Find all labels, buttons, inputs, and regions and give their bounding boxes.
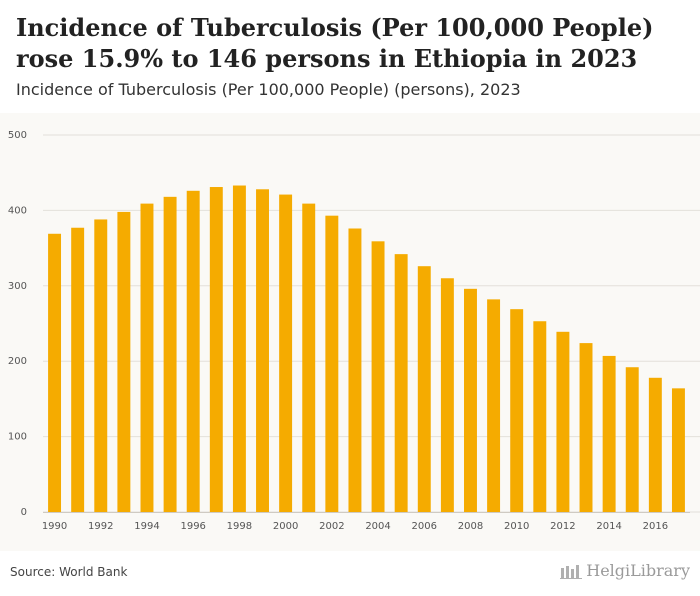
bar-2016[interactable] — [648, 377, 662, 512]
bar-2014[interactable] — [602, 355, 616, 512]
bar-2007[interactable] — [440, 278, 454, 512]
bar-2008[interactable] — [464, 288, 477, 512]
x-tick-label: 2006 — [412, 521, 437, 532]
bar-2001[interactable] — [302, 203, 316, 512]
x-tick-label: 2004 — [365, 521, 390, 532]
y-tick-label: 300 — [8, 281, 27, 292]
chart-area: 0 100 200 300 400 500 1990 1992 1994 1996 1998 2000… — [0, 113, 700, 551]
footer: Source: World Bank HelgiLibrary — [0, 551, 700, 596]
bar-2017[interactable] — [671, 388, 685, 512]
bar-2009[interactable] — [487, 299, 501, 512]
y-tick-label: 400 — [8, 205, 27, 216]
x-tick-label: 2008 — [458, 521, 483, 532]
bar-2002[interactable] — [325, 215, 339, 512]
x-tick-label: 1990 — [42, 521, 67, 532]
bar-1994[interactable] — [140, 203, 154, 512]
bar-1997[interactable] — [209, 187, 223, 512]
bar-2000[interactable] — [279, 194, 293, 512]
brand-logo[interactable]: HelgiLibrary — [560, 561, 690, 580]
bar-2013[interactable] — [579, 343, 593, 512]
bar-1998[interactable] — [232, 185, 246, 512]
x-tick-label: 2016 — [643, 521, 668, 532]
x-tick-label: 2012 — [550, 521, 575, 532]
bar-2003[interactable] — [348, 228, 362, 512]
bar-2004[interactable] — [371, 241, 385, 512]
bar-chart: 0 100 200 300 400 500 1990 1992 1994 1996 1998 2000… — [8, 130, 700, 532]
x-tick-label: 1994 — [134, 521, 159, 532]
bar-1991[interactable] — [71, 227, 85, 512]
bar-2006[interactable] — [417, 266, 431, 512]
x-tick-label: 1996 — [180, 521, 205, 532]
bar-1995[interactable] — [163, 196, 177, 512]
bar-1993[interactable] — [117, 211, 131, 512]
x-tick-label: 1998 — [227, 521, 252, 532]
chart-title: Incidence of Tuberculosis (Per 100,000 P… — [16, 13, 654, 73]
y-tick-label: 100 — [8, 432, 27, 443]
x-tick-label: 2010 — [504, 521, 529, 532]
y-tick-label: 200 — [8, 356, 27, 367]
x-tick-label: 2014 — [596, 521, 621, 532]
x-tick-label: 2000 — [273, 521, 298, 532]
bar-2011[interactable] — [533, 321, 547, 512]
bar-2012[interactable] — [556, 331, 570, 512]
bar-2005[interactable] — [394, 254, 408, 512]
y-tick-label: 500 — [8, 130, 27, 141]
y-tick-label: 0 — [21, 507, 27, 518]
source-note: Source: World Bank — [10, 565, 128, 579]
bar-1996[interactable] — [186, 190, 200, 512]
x-tick-label: 1992 — [88, 521, 113, 532]
bar-1999[interactable] — [256, 189, 269, 512]
bar-2015[interactable] — [625, 367, 639, 512]
library-icon — [560, 564, 583, 579]
bar-1992[interactable] — [94, 219, 108, 512]
bar-2010[interactable] — [510, 309, 524, 512]
brand-name: HelgiLibrary — [586, 561, 690, 580]
bar-1990[interactable] — [48, 233, 62, 513]
chart-subtitle: Incidence of Tuberculosis (Per 100,000 P… — [16, 80, 521, 99]
x-tick-label: 2002 — [319, 521, 344, 532]
